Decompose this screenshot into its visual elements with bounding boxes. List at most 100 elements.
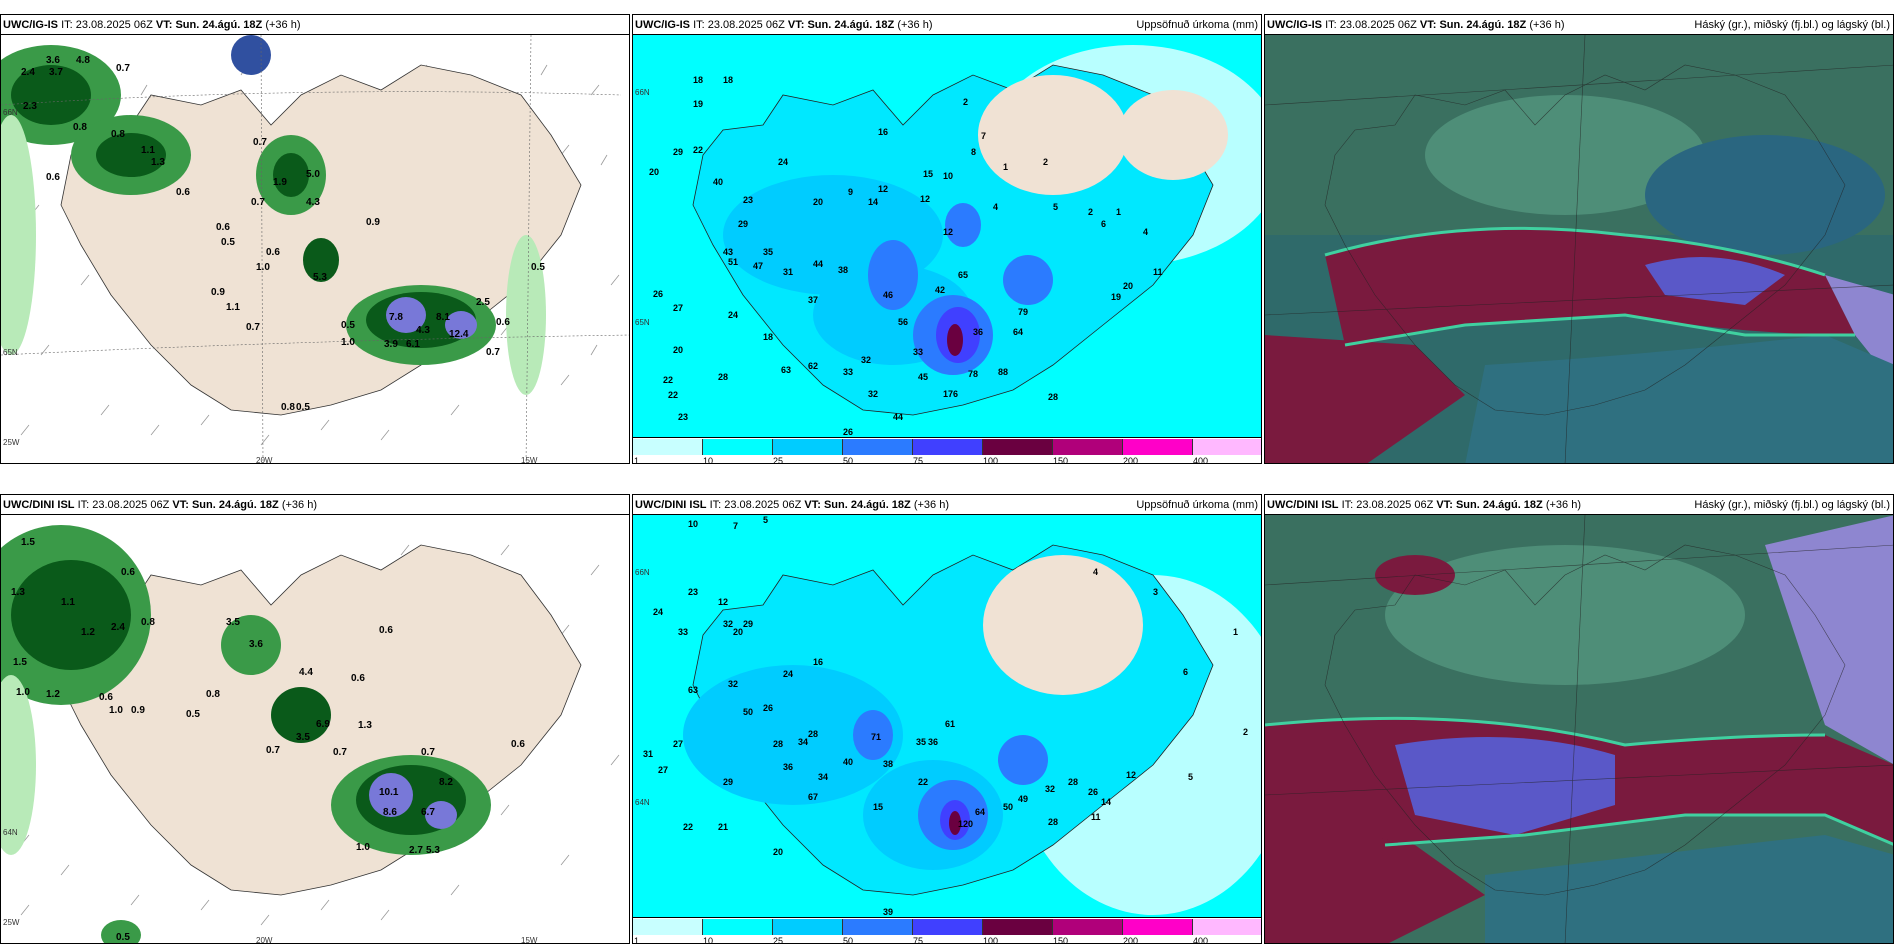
colorbar-swatch	[703, 919, 773, 935]
value-label: 0.6	[511, 739, 525, 750]
value-label: 2.5	[476, 297, 490, 308]
value-label: 32	[868, 389, 878, 399]
value-label: 7	[733, 521, 738, 531]
panel-ig-is-accum-precip: UWC/IG-IS IT: 23.08.2025 06Z VT: Sun. 24…	[632, 14, 1262, 464]
colorbar-swatch	[1193, 919, 1261, 935]
value-label: 10.1	[379, 787, 399, 798]
value-label: 29	[673, 147, 683, 157]
value-label: 1.1	[61, 597, 75, 608]
value-label: 3.6	[249, 639, 263, 650]
value-label: 20W	[256, 456, 273, 464]
value-label: 29	[738, 219, 748, 229]
value-label: 61	[945, 719, 955, 729]
value-label: 10	[688, 519, 698, 529]
value-label: 15W	[521, 456, 538, 464]
map-clouds	[1265, 35, 1893, 463]
value-label: 34	[798, 737, 808, 747]
value-label: 65N	[635, 318, 650, 327]
value-label: 29	[723, 777, 733, 787]
value-label: 0.6	[176, 187, 190, 198]
colorbar-label: 200	[1123, 456, 1139, 464]
value-label: 22	[663, 375, 673, 385]
value-label: 33	[678, 627, 688, 637]
value-label: 0.6	[496, 317, 510, 328]
value-label: 120	[958, 819, 973, 829]
value-label: 0.8	[141, 617, 155, 628]
valid-time: Sun. 24.ágú. 18Z	[191, 499, 279, 511]
value-label: 9	[848, 187, 853, 197]
precip-labels: 18 19 20 29 22 40 23 24 29 20 18 16 14 1…	[649, 75, 1163, 437]
value-label: 22	[693, 145, 703, 155]
value-label: 6.9	[316, 719, 330, 730]
value-label: 65N	[3, 348, 18, 357]
value-label: 0.6	[351, 673, 365, 684]
value-label: 2	[1243, 727, 1248, 737]
value-label: 24	[728, 310, 738, 320]
value-label: 12	[718, 597, 728, 607]
value-label: 63	[781, 365, 791, 375]
value-label: 0.8	[206, 689, 220, 700]
colorbar-swatch	[1123, 919, 1193, 935]
model-name: UWC/IG-IS	[3, 19, 58, 31]
model-name: UWC/IG-IS	[635, 19, 690, 31]
value-label: 0.6	[46, 172, 60, 183]
value-label: 38	[838, 265, 848, 275]
value-label: 20W	[256, 936, 273, 944]
panel-dini-accum-precip: UWC/DINI ISL IT: 23.08.2025 06Z VT: Sun.…	[632, 494, 1262, 944]
value-label: 1	[1233, 627, 1238, 637]
init-time: 23.08.2025 06Z	[75, 19, 153, 31]
value-label: 0.5	[341, 320, 355, 331]
value-label: 33	[913, 347, 923, 357]
value-label: 22	[683, 822, 693, 832]
colorbar-label: 50	[843, 456, 854, 464]
colorbar-swatch	[983, 439, 1053, 455]
value-label: 36	[973, 327, 983, 337]
model-name: UWC/DINI ISL	[3, 499, 75, 511]
colorbar-label: 50	[843, 936, 854, 944]
value-label: 27	[673, 739, 683, 749]
value-label: 67	[808, 792, 818, 802]
value-label: 0.9	[366, 217, 380, 228]
colorbar-label: 10	[703, 456, 714, 464]
value-label: 25W	[3, 918, 20, 927]
colorbar-label: 1	[634, 456, 640, 464]
valid-time: Sun. 24.ágú. 18Z	[823, 499, 911, 511]
value-label: 0.6	[216, 222, 230, 233]
value-label: 38	[883, 759, 893, 769]
value-label: 0.6	[379, 625, 393, 636]
value-label: 2	[1043, 157, 1048, 167]
precip-shading	[1, 35, 546, 395]
value-label: 8.1	[436, 312, 450, 323]
value-label: 0.5	[221, 237, 235, 248]
colorbar-label: 75	[913, 936, 924, 944]
value-label: 26	[653, 289, 663, 299]
value-label: 10	[943, 171, 953, 181]
colorbar-swatch	[773, 919, 843, 935]
init-time: 23.08.2025 06Z	[1339, 19, 1417, 31]
value-label: 11	[1091, 812, 1101, 822]
value-label: 44	[893, 412, 903, 422]
value-label: 0.7	[251, 197, 265, 208]
value-label: 64N	[3, 828, 18, 837]
value-label: 0.6	[99, 692, 113, 703]
value-label: 26	[843, 427, 853, 437]
value-label: 1.0	[356, 842, 370, 853]
value-label: 21	[718, 822, 728, 832]
value-label: 66N	[635, 568, 650, 577]
value-label: 44	[813, 259, 823, 269]
value-label: 0.5	[186, 709, 200, 720]
value-label: 22	[668, 390, 678, 400]
value-label: 37	[808, 295, 818, 305]
value-label: 0.7	[266, 745, 280, 756]
colorbar: 1 10 25 50 75 100 150 200 400	[633, 917, 1261, 944]
panel-header: UWC/IG-IS IT: 23.08.2025 06Z VT: Sun. 24…	[1265, 15, 1893, 35]
lead-time: (+36 h)	[897, 19, 933, 31]
value-label: 0.7	[486, 347, 500, 358]
value-label: 8	[971, 147, 976, 157]
value-label: 50	[1003, 802, 1013, 812]
value-label: 36	[928, 737, 938, 747]
value-label: 18	[693, 75, 703, 85]
value-label: 64	[1013, 327, 1023, 337]
value-label: 1	[1003, 162, 1008, 172]
value-label: 66N	[3, 108, 18, 117]
